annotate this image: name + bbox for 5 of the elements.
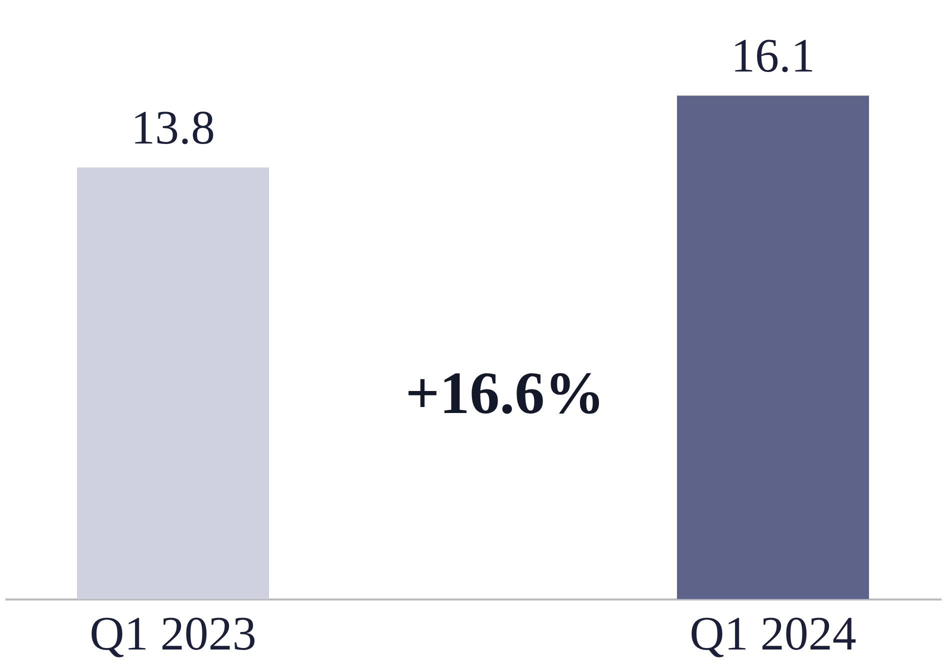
data-label: 16.1 bbox=[731, 30, 815, 83]
x-tick-label: Q1 2024 bbox=[690, 608, 856, 660]
x-tick-label: Q1 2023 bbox=[90, 608, 256, 660]
data-label: 13.8 bbox=[131, 102, 215, 155]
annotation: +16.6% bbox=[405, 360, 605, 426]
